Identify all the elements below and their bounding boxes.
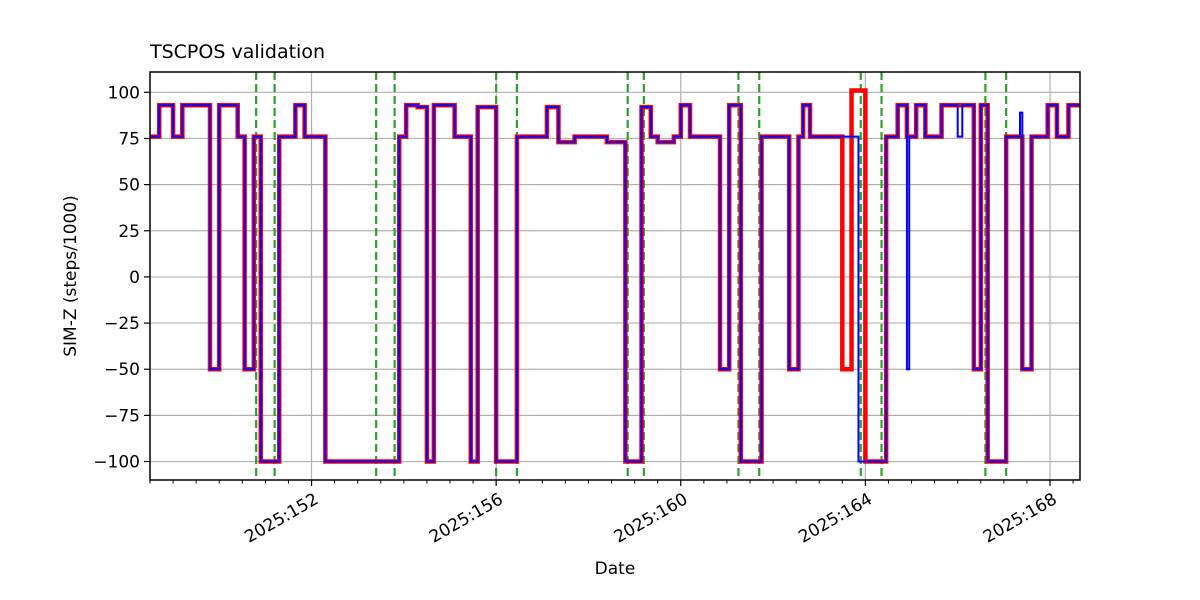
- y-axis-label: SIM-Z (steps/1000): [61, 195, 81, 357]
- y-tick-label: −75: [104, 406, 140, 426]
- plot-frame: [149, 71, 1081, 481]
- series-line: [150, 104, 1080, 463]
- x-axis-label: Date: [595, 559, 636, 579]
- y-tick-label: 100: [108, 83, 140, 103]
- chart-title: TSCPOS validation: [149, 41, 325, 63]
- y-tick-label: −25: [104, 314, 140, 334]
- y-tick-label: −100: [93, 453, 140, 473]
- y-tick-label: 50: [118, 176, 140, 196]
- y-axis: 100 75 50 25 0 −25 −50 −75 −100: [93, 83, 150, 473]
- y-tick-label: −50: [104, 360, 140, 380]
- y-tick-label: 75: [118, 129, 140, 149]
- series-lines: [150, 88, 1080, 464]
- y-tick-label: 0: [129, 268, 140, 288]
- y-tick-label: 25: [118, 222, 140, 242]
